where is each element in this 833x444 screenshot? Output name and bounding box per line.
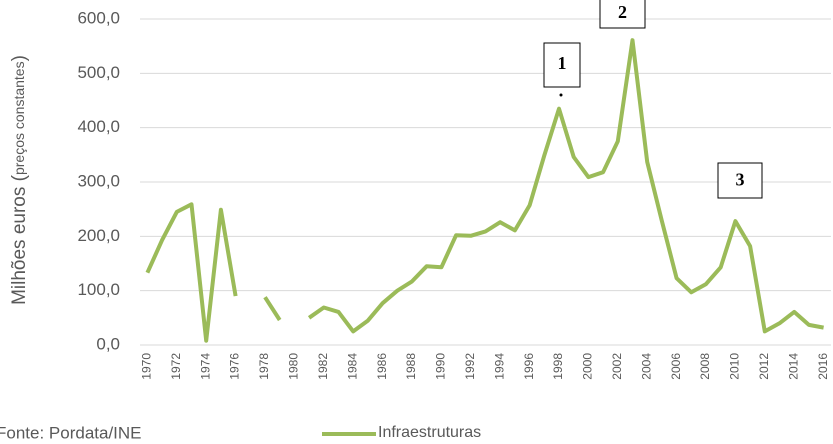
x-tick-label: 1970: [140, 353, 154, 380]
y-tick-label: 600,0: [77, 8, 120, 27]
annotation-box: [543, 42, 581, 88]
x-tick-label: 2014: [786, 353, 800, 380]
x-tick-label: 1978: [257, 353, 271, 380]
annotation: 2: [618, 2, 627, 22]
y-tick-label: 500,0: [77, 63, 120, 82]
x-tick-label: 1990: [434, 353, 448, 380]
x-tick-label: 1996: [522, 353, 536, 380]
y-label: Milhões euros (: [9, 174, 30, 305]
x-tick-label: 1974: [198, 353, 212, 380]
x-tick-label: 2004: [639, 353, 653, 380]
x-tick-label: 2000: [581, 353, 595, 380]
legend-label: Infraestruturas: [378, 424, 481, 441]
annotation-dot: [559, 93, 563, 97]
x-tick-label: 1992: [463, 353, 477, 380]
x-tick-label: 2008: [698, 353, 712, 380]
annotation: 3: [736, 170, 745, 190]
x-tick-label: 1980: [287, 353, 301, 380]
y-tick-label: 400,0: [77, 117, 120, 136]
y-label-note: preços constantes: [11, 61, 27, 175]
x-tick-label: 1994: [492, 353, 506, 380]
x-tick-label: 1998: [551, 353, 565, 380]
y-tick-label: 200,0: [77, 226, 120, 245]
x-tick-label: 2006: [669, 353, 683, 380]
x-tick-label: 2010: [728, 353, 742, 380]
annotation-box: [717, 162, 763, 199]
y-label-end: ): [9, 55, 30, 61]
source: Fonte: Pordata/INE: [0, 423, 142, 442]
x-tick-label: 1982: [316, 353, 330, 380]
y-axis-title: Milhões euros (preços constantes): [9, 55, 30, 305]
y-tick-label: 100,0: [77, 280, 120, 299]
x-tick-label: 1984: [345, 353, 359, 380]
x-tick-label: 2002: [610, 353, 624, 380]
y-tick-label: 300,0: [77, 171, 120, 190]
x-tick-label: 2016: [816, 353, 830, 380]
annotation-box: [599, 0, 646, 29]
x-tick-label: 1972: [169, 353, 183, 380]
annotation: 1: [558, 53, 567, 73]
y-tick-label: 0,0: [96, 334, 120, 353]
x-tick-label: 1986: [375, 353, 389, 380]
data-line: [145, 38, 824, 343]
x-tick-label: 1988: [404, 353, 418, 380]
x-tick-label: 2012: [757, 353, 771, 380]
x-tick-label: 1976: [228, 353, 242, 380]
